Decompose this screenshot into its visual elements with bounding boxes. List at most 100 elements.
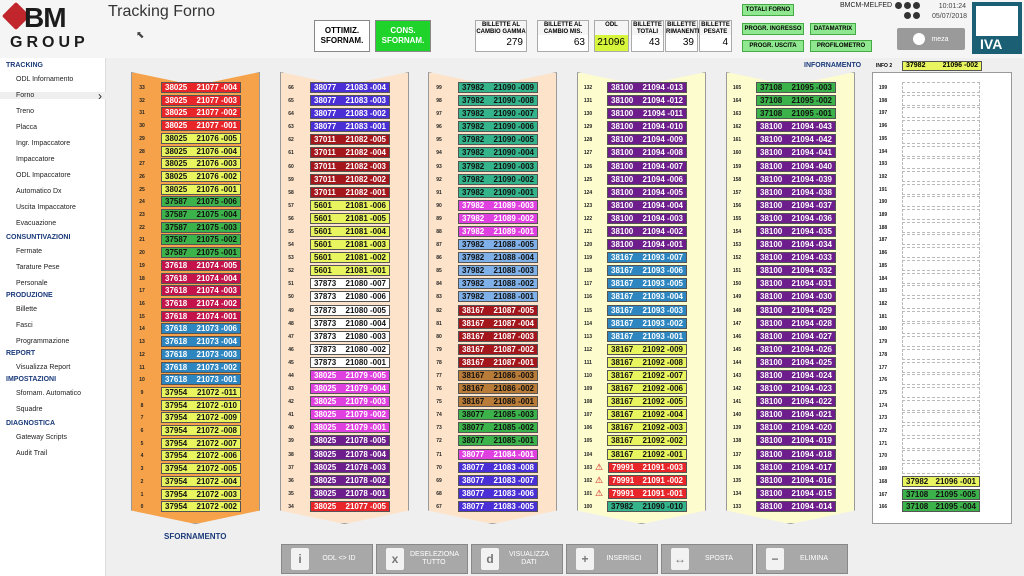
billet-cell[interactable]: 37982 21089 -002 [458, 212, 538, 224]
billet-row[interactable]: 182 [872, 298, 1012, 310]
billet-row[interactable]: 160 38100 21094 -041 [726, 147, 855, 159]
billet-cell[interactable]: 37108 21095 -002 [756, 95, 836, 107]
billet-cell[interactable]: 38077 21083 -008 [458, 461, 538, 473]
billet-cell[interactable]: 37982 21088 -003 [458, 265, 538, 277]
billet-row[interactable]: 91 37982 21090 -001 [428, 186, 557, 199]
billet-cell[interactable] [902, 425, 980, 437]
billet-cell[interactable]: 38025 21076 -001 [161, 183, 241, 195]
billet-cell[interactable]: 38100 21094 -040 [756, 160, 836, 172]
billet-row[interactable]: 193 [872, 158, 1012, 170]
billet-row[interactable]: 142 38100 21094 -023 [726, 383, 855, 395]
billet-row[interactable]: 61 37011 21082 -004 [280, 147, 409, 159]
billet-cell[interactable]: 38077 21083 -001 [310, 121, 390, 133]
billet-cell[interactable]: 38167 21087 -001 [458, 356, 538, 368]
action-button-elimina[interactable]: − ELIMINA [756, 544, 848, 574]
sidebar-item-forno[interactable]: Forno [0, 89, 106, 103]
billet-row[interactable]: 123 38100 21094 -004 [577, 199, 706, 212]
billet-row[interactable]: 67 38077 21083 -005 [428, 500, 557, 513]
sidebar-item-evacuazione[interactable]: Evacuazione [16, 220, 57, 227]
billet-cell[interactable]: 38100 21094 -032 [756, 265, 836, 277]
billet-cell[interactable] [902, 247, 980, 259]
billet-cell[interactable]: 38025 21077 -002 [161, 107, 241, 119]
billet-row[interactable]: 159 38100 21094 -040 [726, 160, 855, 173]
billet-cell[interactable]: 38167 21092 -003 [607, 422, 687, 434]
billet-cell[interactable]: 5601 21081 -002 [310, 252, 390, 264]
billet-cell[interactable] [902, 399, 980, 411]
ottimiz-sfornam-button[interactable]: OTTIMIZ. SFORNAM. [314, 20, 370, 52]
progr-uscita-button[interactable]: PROGR. USCITA [742, 40, 804, 52]
billet-row[interactable]: 130 38100 21094 -011 [577, 108, 706, 120]
billet-row[interactable]: 121 38100 21094 -002 [577, 226, 706, 238]
billet-row[interactable]: 46 37873 21080 -002 [280, 343, 409, 356]
billet-cell[interactable]: 38167 21093 -001 [607, 330, 687, 342]
billet-row[interactable]: 157 38100 21094 -038 [726, 186, 855, 199]
billet-row[interactable]: 36 38025 21078 -002 [280, 474, 409, 487]
billet-row[interactable]: 113 38167 21093 -001 [577, 330, 706, 343]
billet-row[interactable]: 170 [872, 450, 1012, 462]
billet-cell[interactable]: 37873 21080 -003 [310, 330, 390, 342]
billet-row[interactable]: 41 38025 21079 -002 [280, 409, 409, 421]
billet-row[interactable]: 90 37982 21089 -003 [428, 199, 557, 212]
billet-cell[interactable] [902, 285, 980, 297]
billet-cell[interactable]: 38167 21092 -001 [607, 448, 687, 460]
billet-row[interactable]: 108 38167 21092 -005 [577, 396, 706, 408]
billet-cell[interactable]: 38100 21094 -002 [607, 226, 687, 237]
billet-cell[interactable]: 38100 21094 -042 [756, 134, 836, 146]
billet-cell[interactable]: 38025 21077 -005 [310, 500, 390, 512]
billet-row[interactable]: 28 38025 21076 -004 [131, 145, 260, 158]
billet-cell[interactable] [902, 348, 980, 360]
billet-cell[interactable]: 37982 21090 -003 [458, 160, 538, 172]
billet-row[interactable]: 37 38025 21078 -003 [280, 461, 409, 474]
billet-row[interactable]: 126 38100 21094 -007 [577, 160, 706, 173]
billet-row[interactable]: 40 38025 21079 -001 [280, 422, 409, 434]
billet-cell[interactable]: 37618 21073 -001 [161, 374, 241, 386]
billet-row[interactable]: 146 38100 21094 -027 [726, 330, 855, 343]
billet-cell[interactable]: 38100 21094 -012 [607, 95, 687, 107]
billet-cell[interactable]: 37873 21080 -001 [310, 356, 390, 368]
billet-cell[interactable] [902, 323, 980, 335]
datamatrix-button[interactable]: DATAMATRIX [810, 23, 856, 35]
billet-cell[interactable]: 38100 21094 -030 [756, 291, 836, 303]
action-button-sposta[interactable]: ↔ SPOSTA [661, 544, 753, 574]
billet-cell[interactable] [902, 170, 980, 182]
billet-row[interactable]: 4 37954 21072 -006 [131, 450, 260, 462]
billet-row[interactable]: 79 38167 21087 -002 [428, 343, 557, 356]
billet-row[interactable]: 77 38167 21086 -003 [428, 370, 557, 382]
billet-cell[interactable] [902, 209, 980, 221]
totali-forno-button[interactable]: TOTALI FORNO [742, 4, 794, 16]
billet-row[interactable]: 68 38077 21083 -006 [428, 487, 557, 500]
billet-row[interactable]: 168 37982 21096 -001 [872, 475, 1012, 488]
billet-row[interactable]: 62 37011 21082 -005 [280, 134, 409, 146]
billet-cell[interactable]: 37618 21074 -001 [161, 310, 241, 322]
billet-row[interactable]: 189 [872, 209, 1012, 221]
billet-cell[interactable] [902, 132, 980, 144]
billet-row[interactable]: 9 37954 21072 -011 [131, 386, 260, 399]
sidebar-item-personale[interactable]: Personale [16, 280, 48, 287]
billet-row[interactable]: 8 37954 21072 -010 [131, 399, 260, 412]
billet-row[interactable]: 148 38100 21094 -029 [726, 304, 855, 317]
billet-row[interactable]: 47 37873 21080 -003 [280, 330, 409, 343]
billet-cell[interactable]: 38100 21094 -013 [607, 82, 687, 93]
billet-row[interactable]: 134 38100 21094 -015 [726, 487, 855, 500]
billet-row[interactable]: 78 38167 21087 -001 [428, 356, 557, 369]
billet-cell[interactable]: 38077 21085 -003 [458, 409, 538, 421]
billet-row[interactable]: 93 37982 21090 -003 [428, 160, 557, 173]
billet-row[interactable]: 23 37587 21075 -004 [131, 209, 260, 221]
billet-cell[interactable]: 38167 21086 -003 [458, 370, 538, 381]
billet-row[interactable]: 158 38100 21094 -039 [726, 173, 855, 186]
billet-cell[interactable]: 38167 21086 -002 [458, 383, 538, 395]
billet-row[interactable]: 1 37954 21072 -003 [131, 488, 260, 501]
billet-row[interactable]: 154 38100 21094 -035 [726, 226, 855, 238]
billet-row[interactable]: 116 38167 21093 -004 [577, 291, 706, 303]
billet-cell[interactable]: 37618 21074 -002 [161, 298, 241, 309]
billet-row[interactable]: 38 38025 21078 -004 [280, 448, 409, 461]
billet-cell[interactable]: 38100 21094 -026 [756, 343, 836, 355]
billet-cell[interactable] [902, 107, 980, 119]
billet-cell[interactable]: 37982 21090 -009 [458, 82, 538, 93]
billet-cell[interactable]: 37982 21090 -004 [458, 147, 538, 159]
sidebar-item-automatico-dx[interactable]: Automatico Dx [16, 188, 62, 195]
billet-row[interactable]: 42 38025 21079 -003 [280, 396, 409, 408]
billet-cell[interactable]: 37954 21072 -002 [161, 501, 241, 513]
billet-cell[interactable]: 38025 21078 -004 [310, 448, 390, 460]
billet-row[interactable]: 166 37108 21095 -004 [872, 501, 1012, 513]
